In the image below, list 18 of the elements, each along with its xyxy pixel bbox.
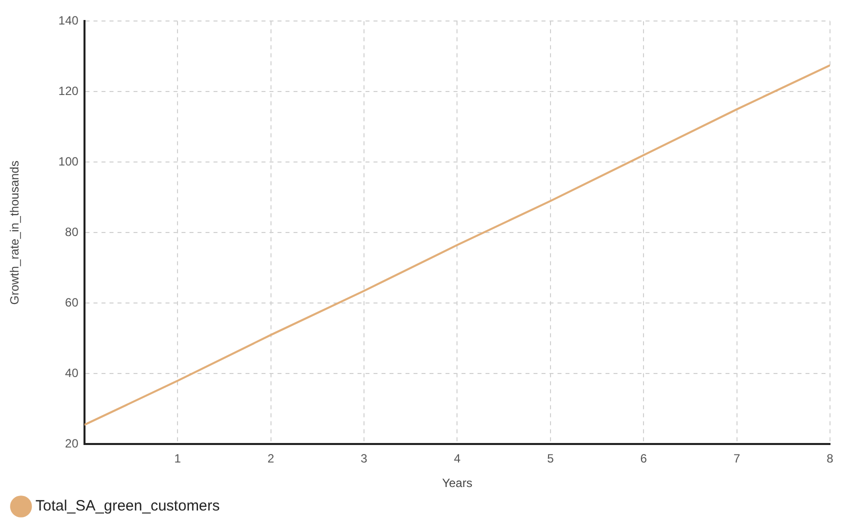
x-tick-label: 7: [733, 452, 740, 466]
x-tick-label: 3: [360, 452, 368, 466]
y-tick-label: 120: [58, 84, 79, 98]
y-tick-label: 20: [65, 436, 79, 451]
legend-label: Total_SA_green_customers: [36, 498, 220, 515]
y-tick-label: 100: [58, 154, 79, 169]
y-tick-label: 60: [65, 296, 79, 310]
x-axis-title: Years: [442, 476, 472, 490]
y-tick-label: 80: [65, 225, 79, 240]
x-tick-label: 2: [267, 452, 274, 466]
x-tick-label: 6: [640, 452, 648, 466]
x-tick-label: 1: [174, 452, 182, 466]
y-tick-label: 140: [58, 14, 79, 28]
x-tick-label: 8: [826, 452, 834, 466]
x-tick-label: 5: [547, 452, 554, 466]
y-tick-label: 40: [65, 366, 79, 380]
y-axis-title: Growth_rate_in_thousands: [8, 160, 22, 305]
x-tick-label: 4: [454, 452, 461, 466]
